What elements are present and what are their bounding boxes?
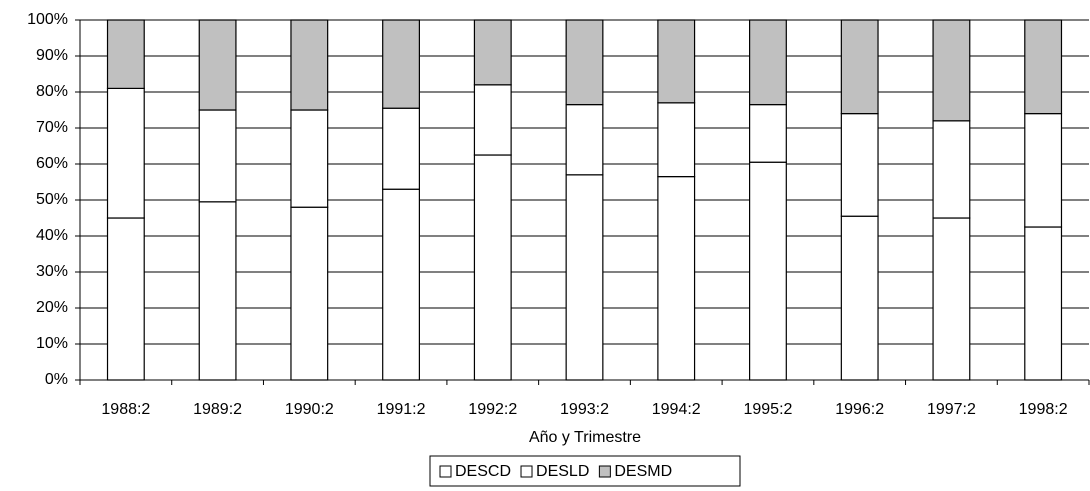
bar-segment <box>382 188 420 381</box>
y-tick-label: 70% <box>36 119 68 136</box>
bar-segment <box>657 102 696 178</box>
x-tick-label: 1994:2 <box>652 401 701 418</box>
y-tick-label: 0% <box>45 371 68 388</box>
bar-segment <box>565 174 604 381</box>
bar-segment <box>382 107 420 190</box>
x-tick-label: 1997:2 <box>927 401 976 418</box>
legend-swatch <box>520 465 533 478</box>
y-tick-label: 40% <box>36 227 68 244</box>
bar-segment <box>382 19 420 109</box>
bar-segment <box>932 120 971 219</box>
bar-segment <box>198 201 237 381</box>
bar-segment <box>106 19 145 90</box>
y-tick-label: 20% <box>36 299 68 316</box>
bar-segment <box>840 19 879 115</box>
bar-segment <box>749 19 787 106</box>
bar-segment <box>749 161 787 381</box>
bar-segment <box>749 103 787 163</box>
bar-segment <box>565 19 604 106</box>
x-tick-label: 1995:2 <box>743 401 792 418</box>
legend-box <box>429 455 741 487</box>
bar-segment <box>290 19 329 111</box>
legend-swatch <box>598 465 611 478</box>
legend-label: DESLD <box>536 463 589 480</box>
bar-segment <box>1024 112 1063 228</box>
bar-segment <box>473 19 512 86</box>
bar-segment <box>932 217 971 381</box>
bar-segment <box>657 19 696 104</box>
y-tick-label: 30% <box>36 263 68 280</box>
y-tick-label: 10% <box>36 335 68 352</box>
x-tick-label: 1989:2 <box>193 401 242 418</box>
legend-label: DESCD <box>455 463 511 480</box>
bar-segment <box>290 206 329 381</box>
x-tick-label: 1992:2 <box>468 401 517 418</box>
y-tick-label: 80% <box>36 83 68 100</box>
bar-segment <box>473 84 512 156</box>
legend-label: DESMD <box>614 463 672 480</box>
y-tick-label: 50% <box>36 191 68 208</box>
bar-segment <box>106 87 145 219</box>
bar-segment <box>290 109 329 208</box>
y-tick-label: 60% <box>36 155 68 172</box>
bar-segment <box>473 154 512 381</box>
bar-segment <box>1024 19 1063 115</box>
bar-segment <box>198 19 237 111</box>
x-tick-label: 1993:2 <box>560 401 609 418</box>
x-tick-label: 1998:2 <box>1019 401 1068 418</box>
bar-segment <box>565 103 604 176</box>
y-tick-label: 90% <box>36 47 68 64</box>
y-tick-label: 100% <box>27 11 68 28</box>
bar-segment <box>1024 226 1063 381</box>
x-tick-label: 1988:2 <box>101 401 150 418</box>
bar-segment <box>932 19 971 122</box>
bar-segment <box>106 217 145 381</box>
bar-segment <box>840 112 879 217</box>
bar-segment <box>198 109 237 203</box>
x-axis-title: Año y Trimestre <box>529 429 641 446</box>
legend-swatch <box>439 465 452 478</box>
x-tick-label: 1991:2 <box>377 401 426 418</box>
x-tick-label: 1996:2 <box>835 401 884 418</box>
bar-segment <box>657 176 696 381</box>
x-tick-label: 1990:2 <box>285 401 334 418</box>
bar-segment <box>840 215 879 381</box>
